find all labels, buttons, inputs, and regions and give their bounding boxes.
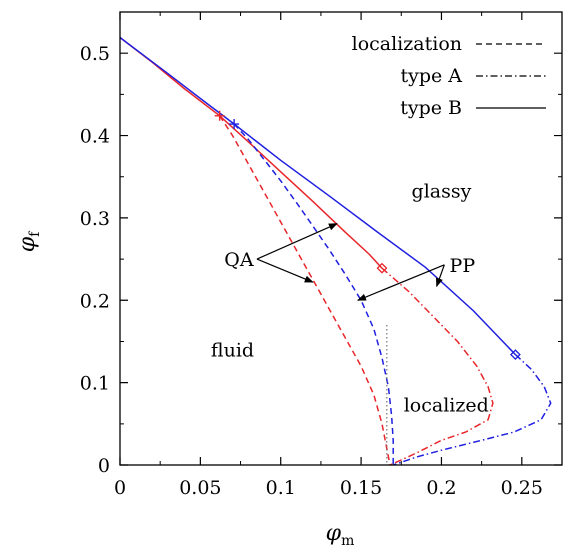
region-label-localized: localized (404, 394, 489, 416)
plot-frame (119, 11, 563, 466)
marker-plus-qa (214, 110, 225, 121)
x-axis-label-symbol: φ (326, 521, 342, 546)
x-tick-label: 0.1 (266, 477, 296, 499)
marker-diamond-pp (509, 349, 521, 361)
annotations-layer: glassy fluid localized QA PP (211, 180, 489, 416)
marker-diamond-qa (376, 262, 388, 274)
legend-label-type-a: type A (400, 65, 462, 87)
region-label-glassy: glassy (412, 180, 472, 202)
y-tick-label: 0.4 (80, 126, 110, 148)
y-tick-label: 0 (98, 455, 110, 477)
x-axis-label-subscript: m (341, 533, 354, 548)
x-tick-label: 0.05 (179, 477, 221, 499)
annotation-label-qa: QA (224, 249, 254, 271)
series-qa-type-a (381, 267, 494, 466)
annotation-arrow-pp-1 (357, 264, 445, 301)
y-axis-label-subscript: f (27, 230, 43, 237)
y-tick-label: 0.1 (80, 373, 110, 395)
y-axis-label: φf (15, 230, 43, 252)
region-label-fluid: fluid (211, 339, 254, 361)
series-qa-type-b (119, 36, 383, 269)
y-axis-label-symbol: φ (15, 236, 40, 252)
annotation-label-pp: PP (450, 255, 476, 277)
series-qa-localization (219, 115, 391, 466)
series-pp-localization (233, 123, 394, 465)
y-tick-label: 0.2 (80, 290, 110, 312)
x-tick-label: 0.25 (501, 477, 543, 499)
x-tick-label: 0.15 (340, 477, 382, 499)
x-tick-label: 0.2 (426, 477, 456, 499)
x-tick-label: 0 (114, 477, 126, 499)
marker-plus-pp (229, 119, 240, 130)
markers-layer (214, 110, 521, 361)
legend-label-type-b: type B (400, 97, 462, 119)
series-pp-type-a (392, 354, 552, 466)
series-pp-type-b (119, 36, 516, 356)
annotation-arrow-qa-2 (256, 258, 314, 283)
legend-label-localization: localization (352, 33, 462, 55)
annotation-arrow-pp-2 (435, 264, 445, 288)
x-axis-label: φm (326, 521, 355, 548)
legend: localization type A type B (352, 33, 546, 119)
y-tick-label: 0.5 (80, 43, 110, 65)
y-tick-label: 0.3 (80, 208, 110, 230)
curves-layer (119, 36, 552, 466)
annotation-arrow-qa-1 (256, 223, 338, 260)
